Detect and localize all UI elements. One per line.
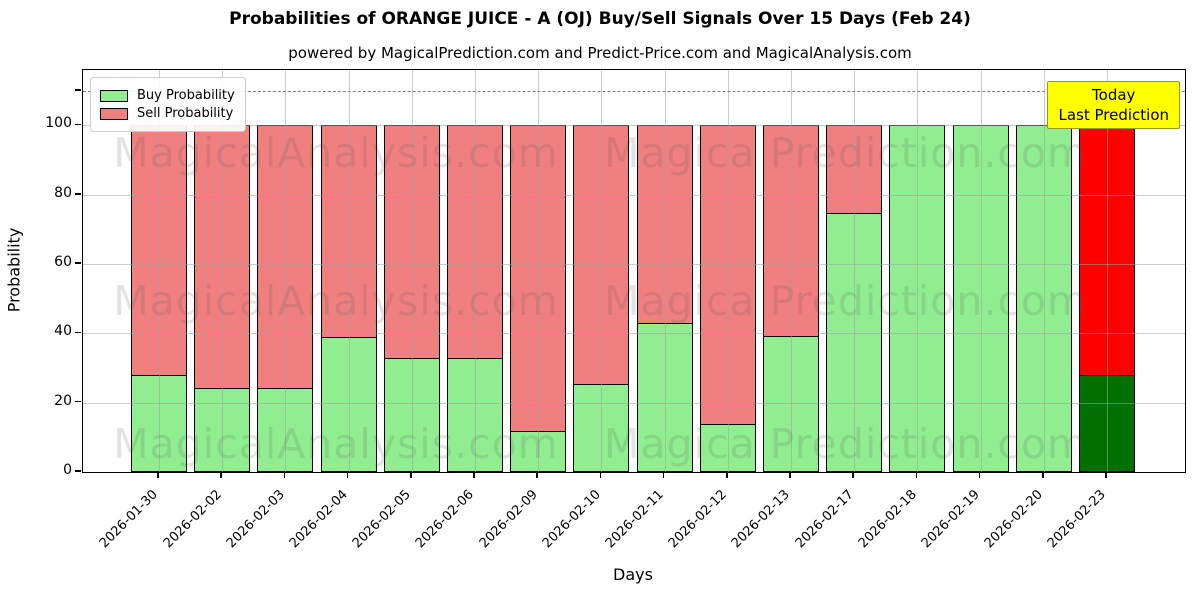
- y-tick-mark: [75, 400, 81, 403]
- x-tick-label: 2026-02-23: [1045, 487, 1110, 552]
- x-tick-label: 2026-02-18: [855, 487, 920, 552]
- x-tick-mark: [1042, 472, 1044, 478]
- x-tick-mark: [662, 472, 665, 478]
- y-tick-label: 40: [54, 323, 72, 340]
- x-tick-label: 2026-02-12: [666, 487, 731, 552]
- v-gridline: [601, 70, 603, 472]
- x-tick-mark: [410, 472, 412, 478]
- watermark-text: MagicalAnalysis.com: [113, 420, 559, 468]
- x-tick-label: 2026-02-05: [350, 487, 415, 552]
- h-gridline: [83, 333, 1185, 335]
- today-annotation-line2: Last Prediction: [1058, 106, 1169, 124]
- x-tick-mark: [915, 472, 918, 478]
- x-tick-label: 2026-02-06: [413, 487, 478, 552]
- today-annotation-line1: Today: [1092, 86, 1136, 104]
- x-tick-label: 2026-02-13: [729, 487, 794, 552]
- chart-title: Probabilities of ORANGE JUICE - A (OJ) B…: [229, 9, 971, 29]
- watermark-text: MagicalAnalysis.com: [113, 129, 559, 177]
- y-tick-label: 20: [54, 392, 72, 409]
- y-tick-label: 100: [45, 115, 72, 132]
- y-tick-label: 60: [54, 254, 72, 271]
- y-tick-mark: [75, 470, 81, 472]
- x-tick-mark: [726, 472, 728, 478]
- y-tick-label: 0: [63, 462, 72, 478]
- v-gridline: [411, 70, 413, 472]
- x-tick-mark: [1105, 472, 1107, 478]
- x-tick-label: 2026-02-04: [286, 487, 351, 552]
- legend: Buy Probability Sell Probability: [90, 77, 246, 132]
- x-tick-mark: [852, 472, 854, 478]
- y-tick-label: 80: [54, 184, 72, 201]
- today-annotation-box: Today Last Prediction: [1047, 81, 1180, 129]
- legend-label-sell: Sell Probability: [137, 106, 234, 121]
- v-gridline: [475, 70, 476, 472]
- x-tick-label: 2026-02-19: [918, 487, 983, 552]
- v-gridline: [727, 70, 729, 472]
- x-tick-mark: [599, 472, 602, 478]
- x-axis-title: Days: [613, 565, 653, 584]
- legend-item-sell: Sell Probability: [100, 106, 235, 121]
- v-gridline: [538, 70, 540, 472]
- dashed-threshold-line: [83, 90, 1185, 92]
- x-tick-mark: [789, 472, 791, 478]
- y-tick-mark: [75, 262, 81, 264]
- x-tick-mark: [346, 472, 349, 478]
- v-gridline: [285, 70, 287, 472]
- h-gridline: [83, 264, 1185, 266]
- v-gridline: [1043, 70, 1045, 472]
- buy-swatch-icon: [100, 89, 128, 102]
- watermark-text: MagicalAnalysis.com: [113, 277, 559, 325]
- v-gridline: [854, 70, 856, 472]
- watermark-text: Magica Prediction.com: [604, 277, 1088, 325]
- v-gridline: [222, 70, 224, 472]
- x-tick-mark: [283, 472, 286, 478]
- x-tick-label: 2026-01-30: [97, 487, 162, 552]
- x-tick-mark: [473, 472, 475, 478]
- v-gridline: [664, 70, 666, 472]
- v-gridline: [1107, 70, 1108, 472]
- plot-area: MagicalAnalysis.com Magica Prediction.com…: [82, 69, 1186, 473]
- x-tick-label: 2026-02-09: [476, 487, 541, 552]
- x-tick-mark: [157, 472, 159, 478]
- chart-subtitle: powered by MagicalPrediction.com and Pre…: [288, 44, 912, 62]
- x-tick-label: 2026-02-10: [539, 487, 604, 552]
- y-tick-mark: [75, 193, 81, 195]
- y-axis-title: Probability: [4, 227, 24, 313]
- x-tick-label: 2026-02-11: [602, 487, 667, 552]
- x-tick-label: 2026-02-02: [160, 487, 225, 552]
- h-gridline: [83, 194, 1185, 196]
- x-tick-mark: [536, 472, 538, 478]
- v-gridline: [159, 70, 160, 472]
- x-tick-mark: [978, 472, 981, 478]
- watermark-text: Magica Prediction.com: [604, 129, 1088, 177]
- x-tick-label: 2026-02-17: [792, 487, 857, 552]
- legend-label-buy: Buy Probability: [137, 88, 235, 103]
- y-tick-mark: [75, 331, 81, 334]
- v-gridline: [917, 70, 919, 472]
- x-tick-mark: [220, 472, 222, 478]
- x-tick-label: 2026-02-03: [223, 487, 288, 552]
- v-gridline: [980, 70, 982, 472]
- y-tick-mark: [75, 123, 81, 126]
- v-gridline: [791, 70, 792, 472]
- legend-item-buy: Buy Probability: [100, 88, 235, 103]
- watermark-text: Magica Prediction.com: [604, 420, 1088, 468]
- sell-swatch-icon: [100, 107, 128, 120]
- h-gridline: [83, 125, 1185, 127]
- x-tick-label: 2026-02-20: [982, 487, 1047, 552]
- y-tick-mark: [75, 89, 81, 91]
- h-gridline: [83, 402, 1185, 404]
- v-gridline: [348, 70, 350, 472]
